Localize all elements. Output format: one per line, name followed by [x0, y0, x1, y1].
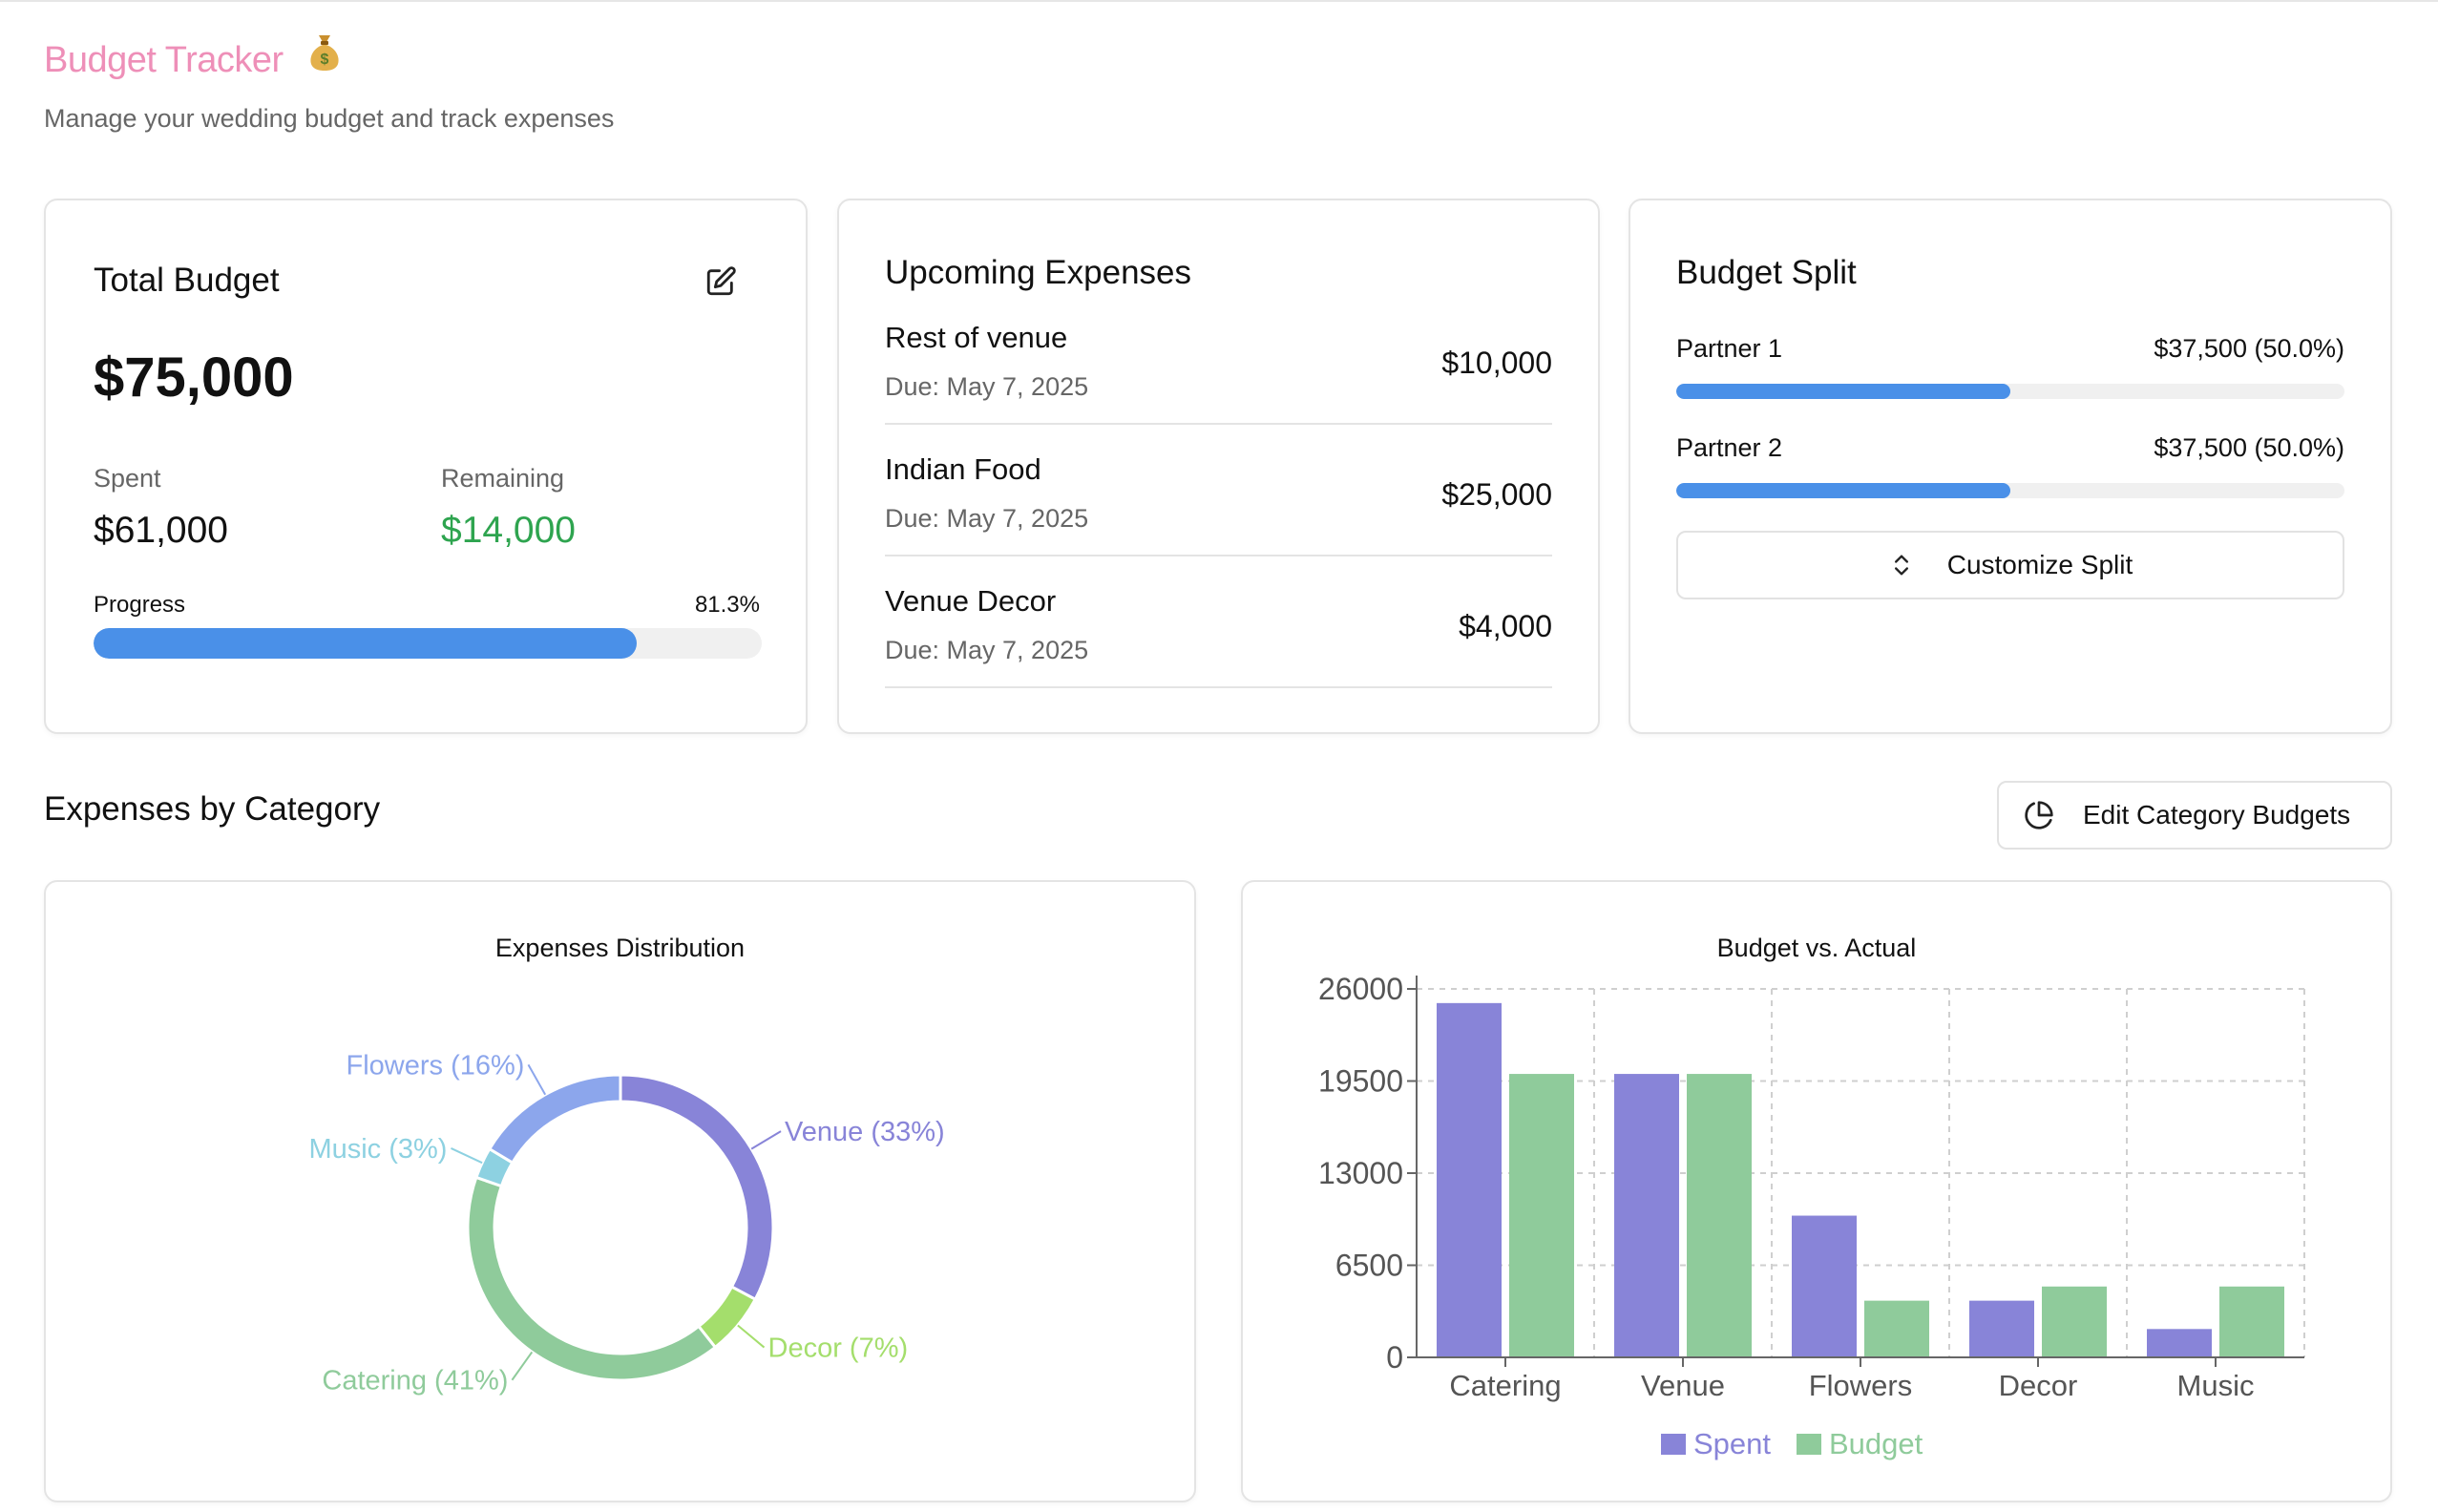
partner-2-label: Partner 2 [1676, 433, 1783, 462]
pie-slice-4 [487, 1073, 622, 1166]
legend-swatch-spent [1661, 1434, 1686, 1455]
progress-label: Progress [94, 592, 186, 618]
partner-1-bar-fill [1676, 384, 2010, 399]
partner-2-bar [1676, 483, 2344, 498]
expense-due: Due: May 7, 2025 [885, 636, 1089, 664]
page-header: Budget Tracker $ Manage your wedding bud… [44, 35, 615, 134]
total-budget-title: Total Budget [94, 262, 280, 299]
pie-label-line [511, 1351, 534, 1381]
bar-spent-flowers [1792, 1215, 1857, 1357]
budget-progress-bar [94, 628, 762, 659]
pie-label-line [737, 1324, 766, 1349]
pie-label: Music (3%) [308, 1134, 447, 1165]
bar-spent-venue [1614, 1074, 1679, 1357]
pie-label: Flowers (16%) [347, 1050, 525, 1081]
expense-name: Venue Decor [885, 584, 1057, 618]
legend-label-budget: Budget [1829, 1427, 1923, 1460]
x-tick-label: Music [2177, 1369, 2255, 1402]
bar-budget-flowers [1864, 1300, 1929, 1357]
pie-slice-2 [466, 1175, 718, 1382]
expense-amount: $4,000 [1459, 609, 1552, 643]
bar-budget-decor [2042, 1286, 2107, 1357]
legend-label-spent: Spent [1693, 1427, 1771, 1460]
partner-1-label: Partner 1 [1676, 334, 1783, 363]
divider [885, 555, 1552, 556]
bar-chart-title: Budget vs. Actual [1716, 934, 1917, 962]
y-tick-label: 13000 [1318, 1156, 1403, 1190]
y-tick-label: 19500 [1318, 1064, 1403, 1099]
customize-split-label: Customize Split [1946, 550, 2133, 579]
svg-text:$: $ [320, 52, 328, 68]
expense-due: Due: May 7, 2025 [885, 372, 1089, 401]
edit-icon [706, 266, 736, 296]
remaining-label: Remaining [441, 464, 565, 493]
edit-category-budgets-button[interactable]: Edit Category Budgets [1997, 781, 2392, 850]
edit-budget-button[interactable] [704, 265, 737, 298]
remaining-value: $14,000 [441, 510, 576, 551]
expenses-pie-chart: Venue (33%) Decor (7%) Catering (41%) Music… [308, 1050, 945, 1396]
partner-1-bar [1676, 384, 2344, 399]
bar-budget-catering [1509, 1074, 1574, 1357]
x-tick-label: Catering [1449, 1369, 1561, 1402]
bar-budget-music [2219, 1286, 2284, 1357]
chevrons-up-down-icon [1894, 555, 1908, 576]
pie-label: Catering (41%) [322, 1366, 508, 1396]
bar-spent-music [2147, 1329, 2212, 1357]
expense-amount: $25,000 [1441, 477, 1552, 512]
expenses-by-category-title: Expenses by Category [44, 790, 381, 828]
y-tick-label: 0 [1386, 1340, 1403, 1375]
partner-2-bar-fill [1676, 483, 2010, 498]
spent-value: $61,000 [94, 510, 228, 551]
budget-vs-actual-card: Budget vs. Actual 0 6500 13000 19500 26000 Ca… [1241, 880, 2392, 1502]
pie-label: Venue (33%) [785, 1117, 945, 1147]
budget-progress-fill [94, 628, 638, 659]
page-subtitle: Manage your wedding budget and track exp… [44, 104, 615, 133]
expense-name: Indian Food [885, 452, 1041, 486]
pie-slice-0 [619, 1073, 775, 1302]
legend-swatch-budget [1797, 1434, 1821, 1455]
money-bag-icon: $ [308, 32, 341, 76]
y-tick-label: 6500 [1335, 1249, 1403, 1283]
expenses-distribution-card: Expenses Distribution Venue (33%) Decor (… [44, 880, 1196, 1502]
budget-vs-actual-bar-chart: 0 6500 13000 19500 26000 Catering Venue Flowers… [1318, 972, 2305, 1460]
budget-split-title: Budget Split [1676, 254, 1857, 291]
pie-chart-title: Expenses Distribution [494, 934, 746, 962]
expense-name: Rest of venue [885, 321, 1068, 354]
y-tick-label: 26000 [1318, 972, 1403, 1006]
page-title: Budget Tracker [44, 40, 284, 80]
customize-split-button[interactable]: Customize Split [1676, 531, 2344, 599]
expense-due: Due: May 7, 2025 [885, 504, 1089, 533]
pie-label-line [750, 1130, 782, 1150]
edit-category-budgets-label: Edit Category Budgets [2083, 800, 2351, 830]
total-budget-card: Total Budget $75,000 Spent $61,000 Remai… [44, 199, 808, 734]
bar-spent-catering [1437, 1002, 1502, 1357]
pie-label-line [451, 1147, 483, 1165]
budget-split-card: Budget Split Partner 1 $37,500 (50.0%) P… [1629, 199, 2392, 734]
divider [885, 423, 1552, 425]
progress-percent: 81.3% [694, 592, 760, 618]
bar-spent-decor [1969, 1300, 2034, 1357]
partner-2-value: $37,500 (50.0%) [2154, 433, 2344, 462]
spent-label: Spent [94, 464, 161, 493]
pie-label-line [527, 1063, 547, 1096]
pie-label: Decor (7%) [768, 1334, 909, 1364]
x-tick-label: Venue [1641, 1369, 1725, 1402]
pie-chart-icon [2025, 801, 2053, 830]
x-tick-label: Decor [1999, 1369, 2078, 1402]
expense-amount: $10,000 [1441, 346, 1552, 380]
total-budget-amount: $75,000 [94, 346, 294, 409]
partner-1-value: $37,500 (50.0%) [2154, 334, 2344, 363]
upcoming-expenses-title: Upcoming Expenses [885, 254, 1191, 291]
x-tick-label: Flowers [1809, 1369, 1913, 1402]
bar-budget-venue [1687, 1074, 1752, 1357]
upcoming-expenses-card: Upcoming Expenses Rest of venue Due: May… [837, 199, 1600, 734]
divider [885, 686, 1552, 688]
